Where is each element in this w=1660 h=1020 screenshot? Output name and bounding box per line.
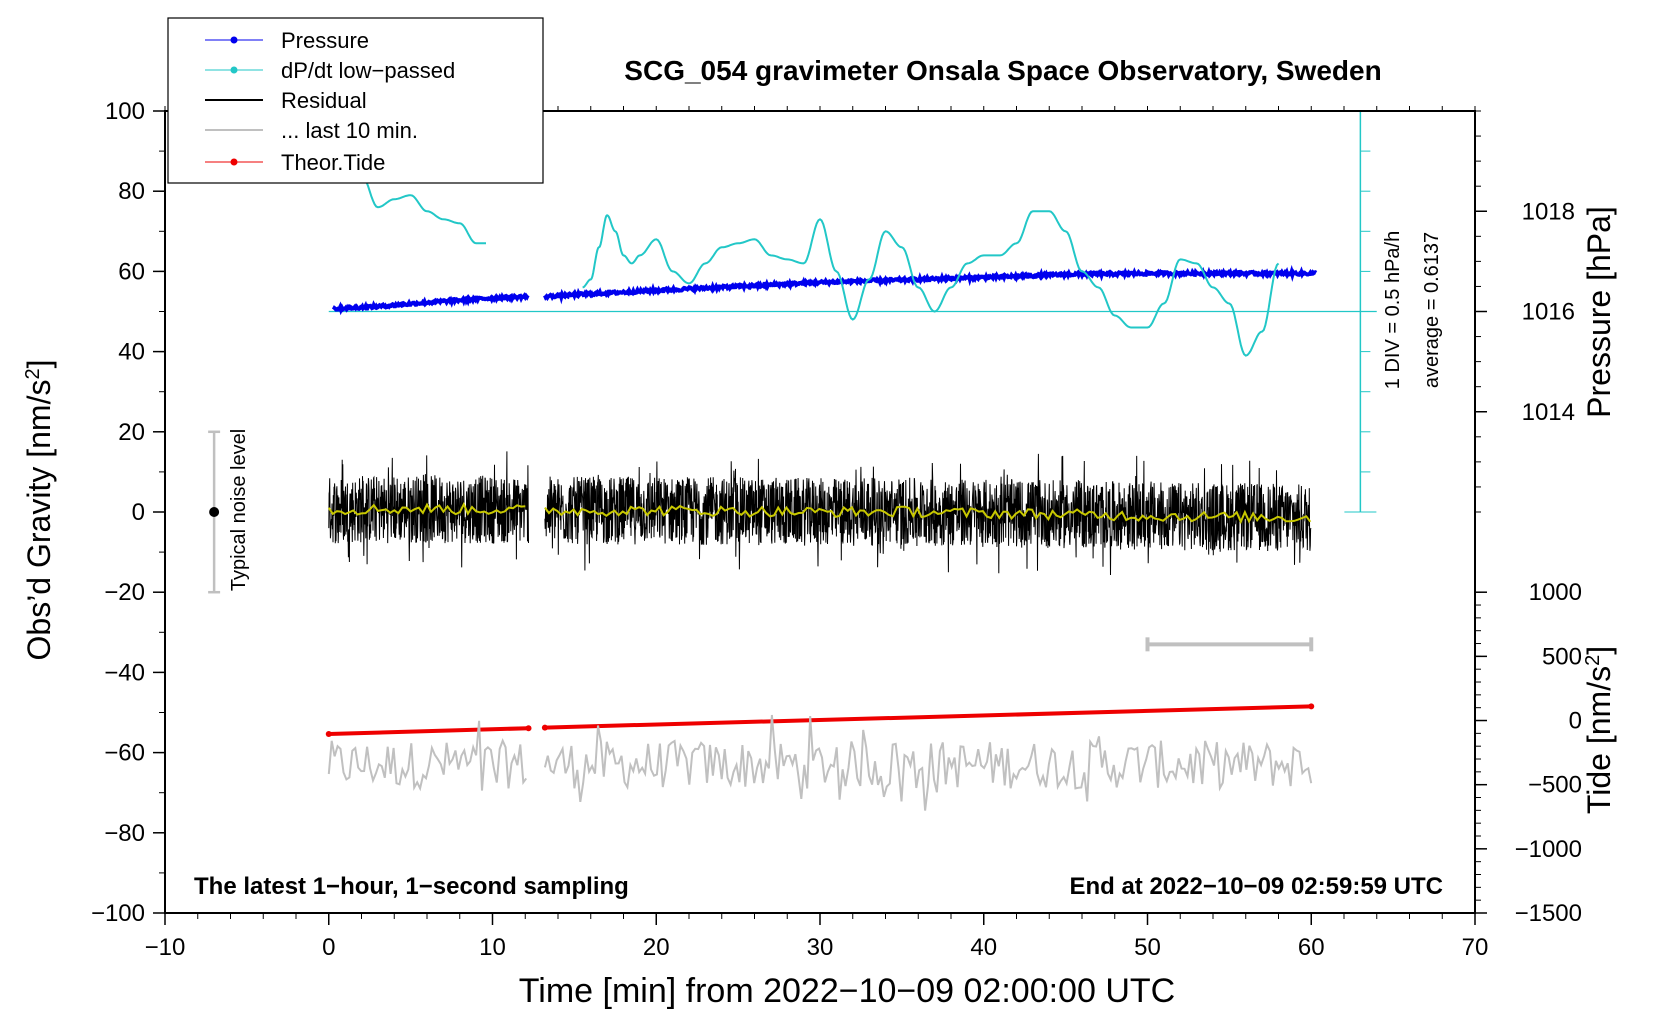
svg-text:... last 10 min.: ... last 10 min.	[281, 118, 418, 143]
dpdt-line	[361, 174, 486, 245]
legend-entry-tide: Theor.Tide	[205, 150, 385, 175]
dpdt-div-label: 1 DIV = 0.5 hPa/h	[1382, 231, 1404, 389]
pressure-line	[543, 264, 1318, 305]
svg-text:dP/dt low−passed: dP/dt low−passed	[281, 58, 455, 83]
legend: Pressure dP/dt low−passed Residual ... l…	[167, 17, 544, 184]
y-tick-label: 0	[132, 499, 145, 526]
residual-line	[544, 453, 1312, 576]
tide-point	[1308, 703, 1315, 710]
y-tick-label: −80	[104, 820, 145, 847]
y-tick-label: 80	[118, 178, 145, 205]
svg-text:Residual: Residual	[281, 88, 367, 113]
legend-entry-pressure: Pressure	[205, 28, 369, 53]
residual-line	[328, 451, 529, 568]
svg-text:Pressure: Pressure	[281, 28, 369, 53]
x-tick-label: 30	[807, 934, 834, 961]
pressure-axis-label: Pressure [hPa]	[1581, 206, 1617, 418]
y-tick-label: 20	[118, 419, 145, 446]
last10-line	[543, 714, 1313, 811]
legend-entry-dpdt: dP/dt low−passed	[205, 58, 455, 83]
pressure-tick-label: 1018	[1522, 198, 1575, 225]
tide-point	[325, 730, 332, 737]
tide-tick-label: 1000	[1529, 579, 1582, 606]
tide-point	[525, 725, 532, 732]
legend-entry-last10: ... last 10 min.	[205, 118, 418, 143]
y-tick-label: −60	[104, 740, 145, 767]
data-layer	[208, 110, 1377, 811]
dpdt-average-label: average = 0.6137	[1421, 232, 1443, 388]
tide-line	[328, 726, 529, 736]
x-axis-label: Time [min] from 2022−10−09 02:00:00 UTC	[519, 972, 1175, 1010]
x-tick-label: 50	[1134, 934, 1161, 961]
x-tick-label: 20	[643, 934, 670, 961]
legend-entry-residual: Residual	[205, 88, 367, 113]
pressure-tick-label: 1014	[1522, 399, 1575, 426]
y-tick-label: 100	[105, 98, 145, 125]
x-tick-label: 70	[1462, 934, 1489, 961]
x-tick-label: −10	[145, 934, 186, 961]
y-tick-label: −100	[91, 900, 145, 927]
chart-title: SCG_054 gravimeter Onsala Space Observat…	[624, 55, 1381, 86]
tide-line	[544, 704, 1312, 730]
tide-tick-label: 500	[1542, 643, 1582, 670]
end-time-note: End at 2022−10−09 02:59:59 UTC	[1069, 873, 1443, 900]
tide-tick-label: 0	[1569, 708, 1582, 735]
axes-layer: −10 0 10 20 30 40 50 60 70−100−80−60−40−20020406…	[91, 98, 1582, 961]
tide-axis-label: Tide [nm/s2]	[1581, 646, 1617, 814]
pressure-line	[331, 291, 530, 316]
y-tick-label: 40	[118, 339, 145, 366]
noise-level-label: Typical noise level	[228, 429, 250, 591]
residual-smoothed-line	[544, 504, 1312, 525]
svg-text:Theor.Tide: Theor.Tide	[281, 150, 385, 175]
x-tick-label: 40	[970, 934, 997, 961]
tide-tick-label: −1500	[1515, 900, 1582, 927]
tide-tick-label: −1000	[1515, 836, 1582, 863]
left-axis-label: Obs’d Gravity [nm/s2]	[21, 360, 57, 661]
pressure-tick-label: 1016	[1522, 299, 1575, 326]
tide-point	[541, 724, 548, 731]
dpdt-line	[582, 210, 1280, 357]
y-tick-label: −40	[104, 659, 145, 686]
tide-tick-label: −500	[1528, 772, 1582, 799]
x-tick-label: 60	[1298, 934, 1325, 961]
noise-bar-center	[209, 507, 220, 517]
x-tick-label: 10	[479, 934, 506, 961]
residual-smoothed-line	[327, 501, 526, 516]
x-tick-label: 0	[322, 934, 335, 961]
last10-line	[327, 720, 528, 792]
y-tick-label: 60	[118, 258, 145, 285]
y-tick-label: −20	[104, 579, 145, 606]
sampling-note: The latest 1−hour, 1−second sampling	[194, 873, 629, 900]
